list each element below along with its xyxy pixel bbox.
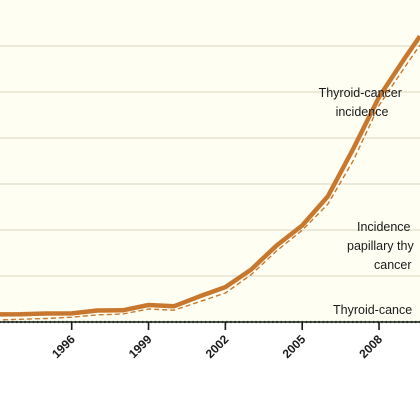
x-tick-label: 2005 [280,332,309,361]
x-tick-label: 1996 [49,332,78,361]
series-line-1 [0,44,420,321]
annotations: Thyroid-cancer incidence Incidence papil… [319,86,417,317]
label-line: Thyroid-cancer [319,86,402,100]
label-line: cancer [374,258,412,272]
series-line-0 [0,34,420,317]
x-tick-label: 2002 [203,332,232,361]
grid-lines [0,45,420,277]
x-tick-label: 2008 [356,332,385,361]
label-papillary-incidence: Incidence papillary thy cancer [347,220,417,272]
x-axis-ticks: 1996 1999 2002 2005 2008 [49,322,385,361]
label-thyroid-cancer-mortality: Thyroid-cance [333,303,412,317]
label-line: Incidence [357,220,411,234]
label-line: incidence [336,105,389,119]
x-tick-label: 1999 [126,332,155,361]
plot-area [0,0,420,322]
label-thyroid-cancer-incidence: Thyroid-cancer incidence [319,86,406,119]
label-line: papillary thy [347,239,414,253]
